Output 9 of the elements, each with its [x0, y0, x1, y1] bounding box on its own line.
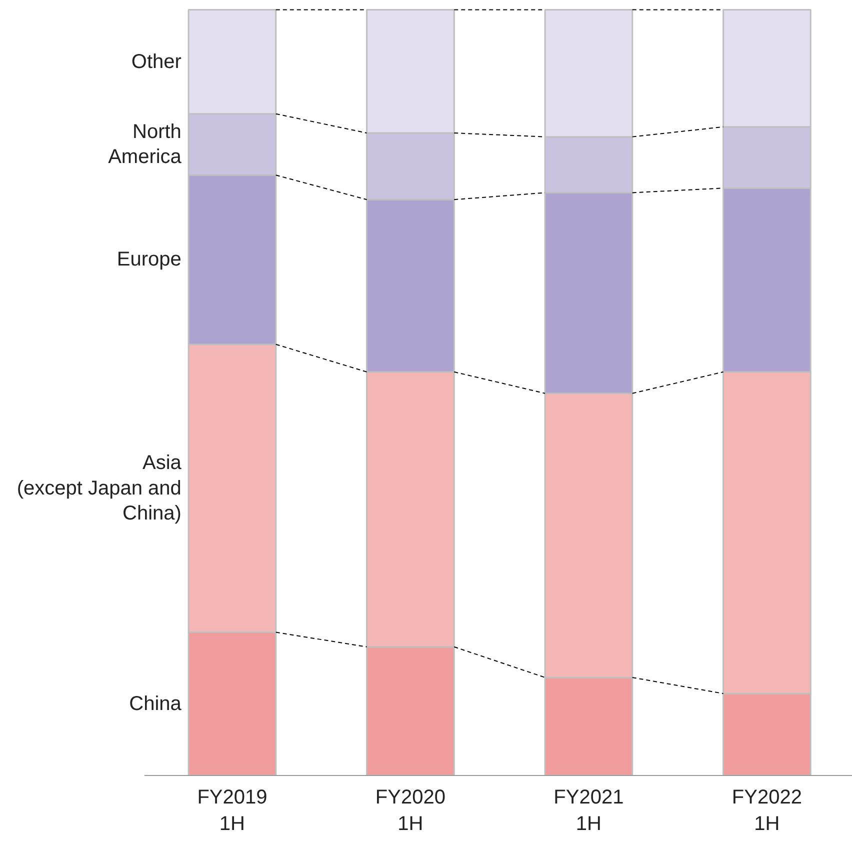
x-tick-label: FY2022 1H [732, 786, 802, 835]
series-label: Other [131, 50, 182, 73]
series-label: Asia (except Japan and China) [16, 452, 182, 525]
series-label: China [129, 692, 182, 715]
x-tick-label: FY2021 1H [554, 786, 624, 835]
series-label: Europe [116, 248, 182, 271]
series-label: North America [108, 120, 182, 168]
x-tick-label: FY2019 1H [197, 786, 268, 835]
x-tick-label: FY2020 1H [375, 786, 446, 835]
